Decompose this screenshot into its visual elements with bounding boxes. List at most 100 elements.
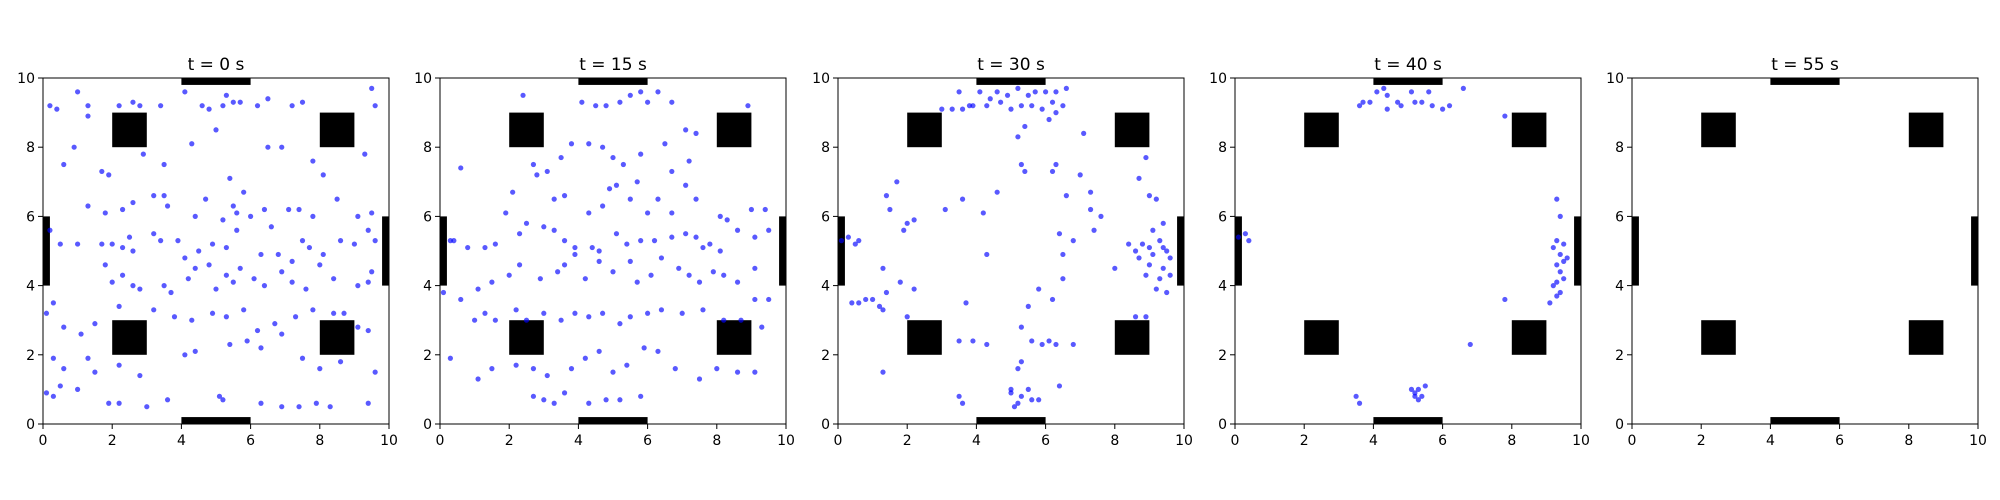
agent-point [863, 296, 869, 303]
agent-point [216, 393, 223, 399]
agent-point [998, 99, 1004, 105]
agent-point [241, 189, 247, 195]
agent-point [54, 106, 60, 112]
agent-point [220, 397, 226, 403]
agent-point [876, 303, 883, 309]
y-tick-label: 2 [1615, 348, 1624, 364]
agent-point [61, 161, 67, 168]
panel-3: t = 40 s 0 2 4 6 8 10 0 2 4 6 8 10 [1209, 55, 1590, 449]
agent-point [1032, 89, 1038, 95]
exit-barrier [1632, 216, 1639, 286]
agent-point [686, 272, 692, 278]
agent-point [638, 89, 644, 95]
y-tick-label: 8 [26, 140, 35, 156]
agent-point [1557, 251, 1563, 258]
panel-title: t = 40 s [1374, 55, 1442, 75]
obstacle-block [112, 320, 147, 355]
agent-point [658, 307, 665, 313]
y-tick-label: 6 [1218, 209, 1227, 225]
agent-point [337, 359, 344, 365]
agent-point [209, 310, 216, 316]
agent-point [1157, 238, 1163, 244]
agent-point [331, 310, 337, 316]
agent-point [603, 397, 609, 403]
agent-point [261, 206, 268, 213]
agent-point [613, 182, 620, 188]
agent-point [458, 165, 464, 171]
agent-point [1356, 400, 1363, 406]
agent-point [116, 303, 122, 309]
agent-point [1112, 265, 1118, 271]
agent-point [331, 276, 337, 282]
y-tick-label: 10 [812, 71, 830, 87]
panel-title: t = 0 s [188, 55, 245, 75]
x-tick-label: 0 [39, 433, 48, 449]
agent-point [845, 234, 851, 240]
agent-point [78, 331, 84, 337]
axes-frame [1631, 77, 1979, 425]
agent-point [334, 196, 340, 202]
x-tick-label: 6 [1835, 433, 1844, 449]
exit-barrier [976, 417, 1046, 424]
agent-point [582, 355, 588, 361]
agent-point [1408, 89, 1415, 95]
agent-point [199, 103, 205, 109]
agent-point [676, 265, 682, 271]
agent-point [99, 168, 105, 175]
agent-point [624, 241, 630, 247]
agent-point [341, 310, 347, 316]
agent-point [513, 307, 519, 313]
agent-point [586, 210, 592, 216]
panel-0: t = 0 s 0 2 4 6 8 10 0 2 4 6 8 10 [17, 55, 398, 449]
agent-point [365, 327, 371, 334]
agent-point [627, 258, 633, 264]
agent-point [506, 272, 512, 278]
agent-point [579, 99, 585, 105]
agent-point [369, 210, 375, 216]
agent-point [956, 338, 962, 344]
agent-point [1070, 341, 1076, 348]
x-tick-label: 8 [1904, 433, 1913, 449]
agent-point [1502, 113, 1508, 119]
agent-point [984, 251, 990, 258]
x-tick-label: 2 [1697, 433, 1706, 449]
exit-barrier [181, 78, 251, 85]
agent-point [279, 404, 285, 410]
agent-point [99, 241, 105, 247]
agent-point [92, 321, 98, 327]
agent-point [1554, 238, 1560, 244]
exit-barrier [1373, 417, 1443, 424]
agent-point [130, 199, 136, 206]
agent-point [251, 276, 257, 282]
y-tick-label: 10 [1209, 71, 1227, 87]
agent-point [734, 227, 741, 233]
y-tick-label: 2 [1218, 348, 1227, 364]
agent-point [586, 141, 592, 147]
agent-point [516, 262, 523, 268]
obstacle-block [907, 112, 942, 148]
agent-point [534, 172, 540, 178]
agent-point [541, 397, 547, 403]
agent-point [237, 265, 243, 271]
obstacle-block [1511, 320, 1547, 355]
agent-point [369, 269, 375, 275]
agent-point [942, 206, 948, 213]
panel-title: t = 15 s [579, 55, 647, 75]
agent-point [440, 289, 447, 296]
exit-barrier [1574, 216, 1581, 286]
exit-barrier [1770, 78, 1840, 85]
agent-point [1060, 276, 1066, 282]
agent-point [949, 106, 955, 112]
agent-point [1049, 296, 1056, 303]
agent-point [1056, 383, 1063, 389]
agent-point [1143, 272, 1149, 278]
agent-point [254, 103, 261, 109]
agent-point [638, 393, 644, 399]
agent-point [1053, 89, 1059, 95]
x-tick-label: 0 [1628, 433, 1637, 449]
exit-barrier [43, 216, 50, 286]
agent-point [158, 238, 164, 244]
agent-point [492, 241, 498, 247]
agent-point [1419, 99, 1425, 105]
y-tick-label: 4 [26, 279, 35, 295]
